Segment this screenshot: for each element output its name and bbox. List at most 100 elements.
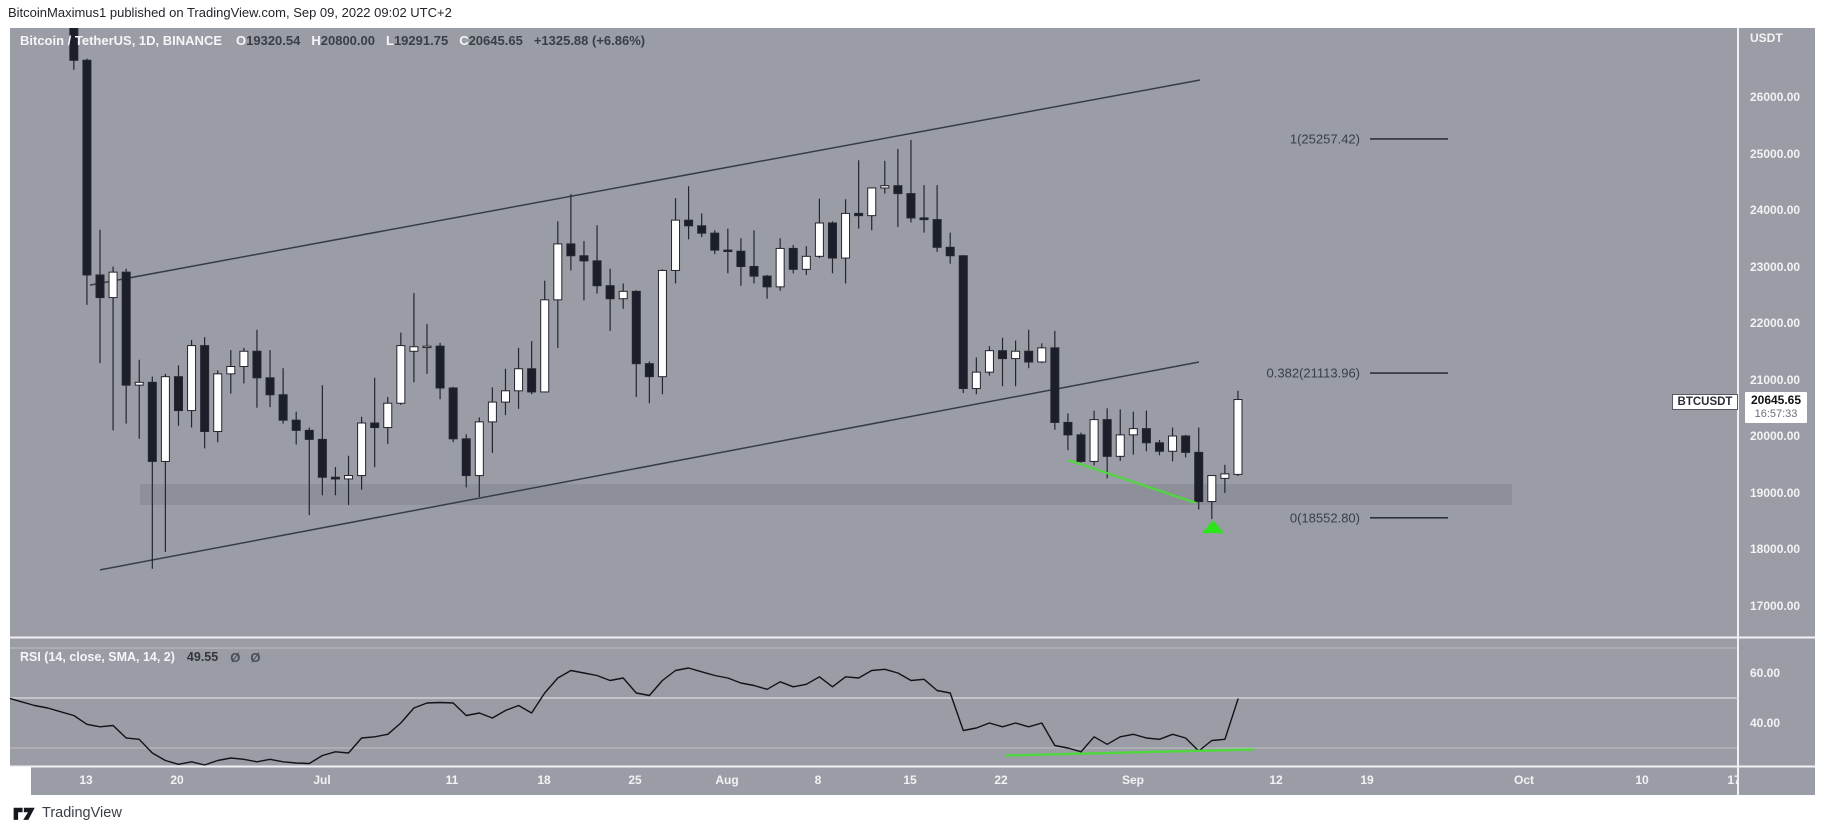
time-axis-label: 22 (994, 773, 1008, 787)
candle-body (304, 429, 314, 440)
candle-body (357, 422, 367, 477)
channel-top-trendline[interactable] (89, 79, 1201, 286)
candle-body (187, 345, 197, 412)
change-value: +1325.88 (+6.86%) (533, 32, 646, 48)
candle-body (514, 368, 524, 392)
candle-body (1194, 451, 1204, 503)
candle-body (919, 217, 929, 221)
rsi-divergence-green-line[interactable] (1004, 748, 1254, 757)
up-arrow-marker[interactable] (1202, 520, 1224, 534)
candle-body (1115, 434, 1125, 457)
candle-body (121, 271, 131, 386)
candle-body (134, 381, 144, 386)
candle-body (592, 260, 602, 287)
candle-body (945, 246, 955, 257)
time-axis-label: Jul (313, 773, 331, 787)
candle-body (880, 185, 890, 189)
candle-body (631, 290, 641, 365)
candle-body (370, 422, 380, 429)
channel-bottom-trendline[interactable] (99, 361, 1200, 571)
time-axis-label: 15 (903, 773, 917, 787)
candle-body (579, 255, 589, 262)
candle-body (409, 346, 419, 352)
candle-body (448, 387, 458, 440)
time-axis-label: Sep (1121, 773, 1145, 787)
price-axis-label: 22000.00 (1750, 316, 1801, 330)
support-zone-rectangle[interactable] (140, 484, 1512, 505)
candle-body (200, 345, 210, 432)
candle-body (1207, 475, 1217, 503)
tradingview-logo-icon[interactable] (13, 806, 36, 821)
candle-body (82, 59, 92, 276)
time-axis-label: 10 (1635, 773, 1649, 787)
time-axis-label: 20 (170, 773, 184, 787)
candle-body (422, 345, 432, 349)
candle-body (657, 269, 667, 378)
candle-body (1141, 428, 1151, 444)
candle-body (213, 373, 223, 432)
publish-info: BitcoinMaximus1 published on TradingView… (8, 5, 452, 20)
rsi-title: RSI (14, close, SMA, 14, 2) (20, 650, 175, 664)
price-axis-label: 20000.00 (1750, 429, 1801, 443)
candle-body (435, 345, 445, 389)
candle-body (1102, 419, 1112, 457)
time-axis-label: 11 (445, 773, 459, 787)
candle-body (762, 275, 772, 288)
fib-level-label[interactable]: 0.382(21113.96) (1267, 366, 1360, 381)
candle-body (265, 377, 275, 396)
candle-body (854, 212, 864, 217)
time-axis-label: 12 (1269, 773, 1283, 787)
candle-body (618, 290, 628, 300)
bar-close-countdown: 16:57:33 (1754, 408, 1798, 420)
candle-body (775, 247, 785, 288)
candle-body (893, 185, 903, 195)
fib-level-label[interactable]: 1(25257.42) (1290, 131, 1360, 146)
price-scale[interactable]: USDT 26000.00 25000.00 24000.00 23000.00 220… (1738, 28, 1815, 795)
candle-body (1037, 347, 1047, 363)
rsi-hidden-ma-icon[interactable]: Ø (250, 649, 261, 665)
candle-body (1128, 428, 1138, 436)
candle-body (723, 249, 733, 253)
rsi-plot-line (10, 667, 1239, 766)
rsi-hidden-ma-icon[interactable]: Ø (230, 649, 241, 665)
candle-body (671, 219, 681, 271)
candle-body (566, 243, 576, 257)
fib-level-label[interactable]: 0(18552.80) (1290, 510, 1360, 525)
candle-body (984, 350, 994, 373)
candle-body (1181, 435, 1191, 453)
low-label: L (386, 32, 394, 48)
price-chart[interactable]: 1(25257.42) 0.382(21113.96) 0(18552.80) (10, 28, 1815, 795)
candle-body (971, 371, 981, 390)
time-scale[interactable]: 13 20 Jul 11 18 25 Aug 8 15 22 Sep 12 19 Oct 10 17 (31, 767, 1738, 795)
time-axis-label: 8 (814, 773, 822, 787)
candle-body (801, 255, 811, 270)
candle-body (1050, 347, 1060, 423)
candle-body (644, 363, 654, 378)
candle-body (383, 402, 393, 429)
candle-body (867, 187, 877, 217)
candle-body (605, 285, 615, 300)
candle-body (527, 368, 537, 393)
candle-body (1011, 350, 1021, 360)
time-axis-label: 17 (1727, 773, 1738, 787)
candle-body (814, 222, 824, 257)
chart-panel: 1(25257.42) 0.382(21113.96) 0(18552.80) Bi… (10, 28, 1815, 795)
tradingview-brand-text[interactable]: TradingView (42, 805, 122, 821)
price-axis-label: 25000.00 (1750, 146, 1801, 161)
candle-body (749, 266, 759, 277)
candle-body (553, 243, 563, 301)
candle-body (252, 350, 262, 379)
candle-body (487, 401, 497, 423)
candle-body (1063, 421, 1073, 436)
price-divergence-green-line[interactable] (1067, 458, 1197, 504)
price-axis-label: 18000.00 (1750, 542, 1801, 556)
rsi-value: 49.55 (186, 650, 219, 664)
candle-body (736, 250, 746, 267)
time-axis-label: 18 (537, 773, 551, 787)
candle-body (1089, 419, 1099, 462)
candle-body (932, 219, 942, 248)
candle-body (841, 212, 851, 259)
footer: TradingView (13, 805, 122, 821)
candle-body (1024, 350, 1034, 363)
time-axis-label: 25 (628, 773, 642, 787)
